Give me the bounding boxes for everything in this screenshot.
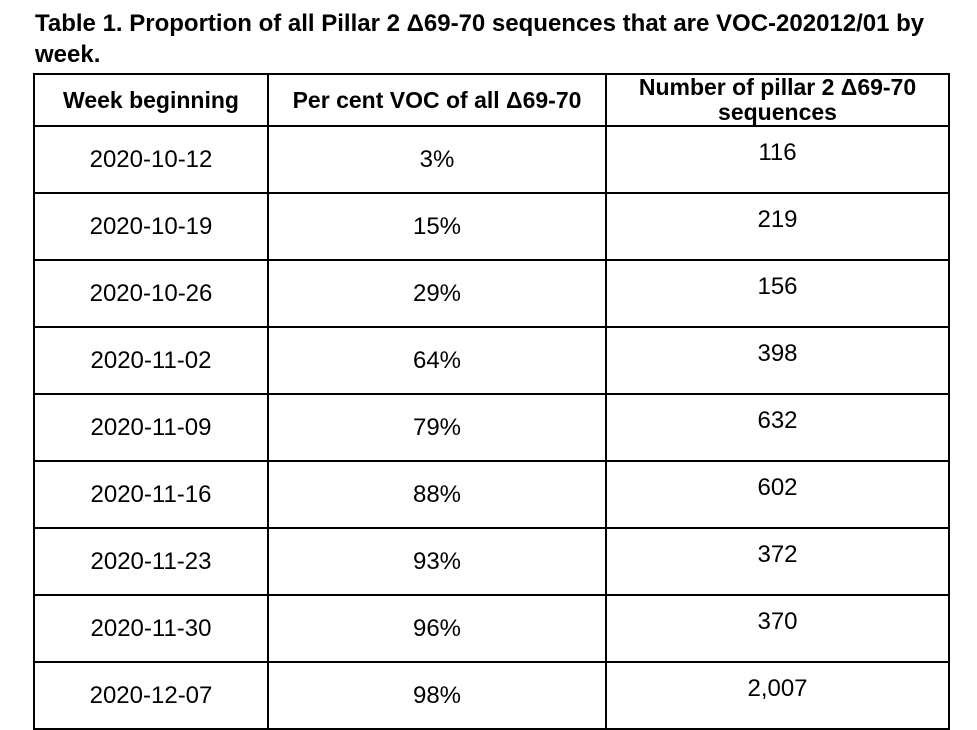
cell-percent-voc: 88% (267, 460, 607, 529)
cell-sequence-count: 2,007 (605, 661, 950, 730)
cell-percent-voc: 64% (267, 326, 607, 395)
cell-week-beginning: 2020-12-07 (33, 661, 269, 730)
cell-week-beginning: 2020-11-09 (33, 393, 269, 462)
table-row: 2020-11-30 96% 370 (33, 594, 950, 663)
cell-week-beginning: 2020-11-02 (33, 326, 269, 395)
cell-percent-voc: 29% (267, 259, 607, 328)
cell-percent-voc: 79% (267, 393, 607, 462)
column-header-sequence-count: Number of pillar 2 Δ69-70 sequences (605, 73, 950, 127)
cell-sequence-count: 602 (605, 460, 950, 529)
table-row: 2020-11-16 88% 602 (33, 460, 950, 529)
voc-proportion-table: Week beginning Per cent VOC of all Δ69-7… (33, 73, 950, 730)
column-header-percent-voc: Per cent VOC of all Δ69-70 (267, 73, 607, 127)
cell-week-beginning: 2020-10-26 (33, 259, 269, 328)
cell-sequence-count: 116 (605, 125, 950, 194)
cell-percent-voc: 3% (267, 125, 607, 194)
cell-sequence-count: 632 (605, 393, 950, 462)
table-row: 2020-11-09 79% 632 (33, 393, 950, 462)
table-row: 2020-11-23 93% 372 (33, 527, 950, 596)
cell-percent-voc: 96% (267, 594, 607, 663)
cell-week-beginning: 2020-10-12 (33, 125, 269, 194)
cell-sequence-count: 156 (605, 259, 950, 328)
cell-percent-voc: 98% (267, 661, 607, 730)
table-row: 2020-10-19 15% 219 (33, 192, 950, 261)
cell-week-beginning: 2020-10-19 (33, 192, 269, 261)
cell-percent-voc: 93% (267, 527, 607, 596)
table-header-row: Week beginning Per cent VOC of all Δ69-7… (33, 73, 950, 127)
cell-week-beginning: 2020-11-16 (33, 460, 269, 529)
cell-sequence-count: 219 (605, 192, 950, 261)
cell-sequence-count: 398 (605, 326, 950, 395)
table-row: 2020-11-02 64% 398 (33, 326, 950, 395)
table-row: 2020-10-12 3% 116 (33, 125, 950, 194)
table-row: 2020-10-26 29% 156 (33, 259, 950, 328)
cell-week-beginning: 2020-11-30 (33, 594, 269, 663)
cell-sequence-count: 370 (605, 594, 950, 663)
cell-sequence-count: 372 (605, 527, 950, 596)
column-header-week-beginning: Week beginning (33, 73, 269, 127)
cell-week-beginning: 2020-11-23 (33, 527, 269, 596)
cell-percent-voc: 15% (267, 192, 607, 261)
table-row: 2020-12-07 98% 2,007 (33, 661, 950, 730)
table-caption: Table 1. Proportion of all Pillar 2 Δ69-… (35, 10, 925, 68)
